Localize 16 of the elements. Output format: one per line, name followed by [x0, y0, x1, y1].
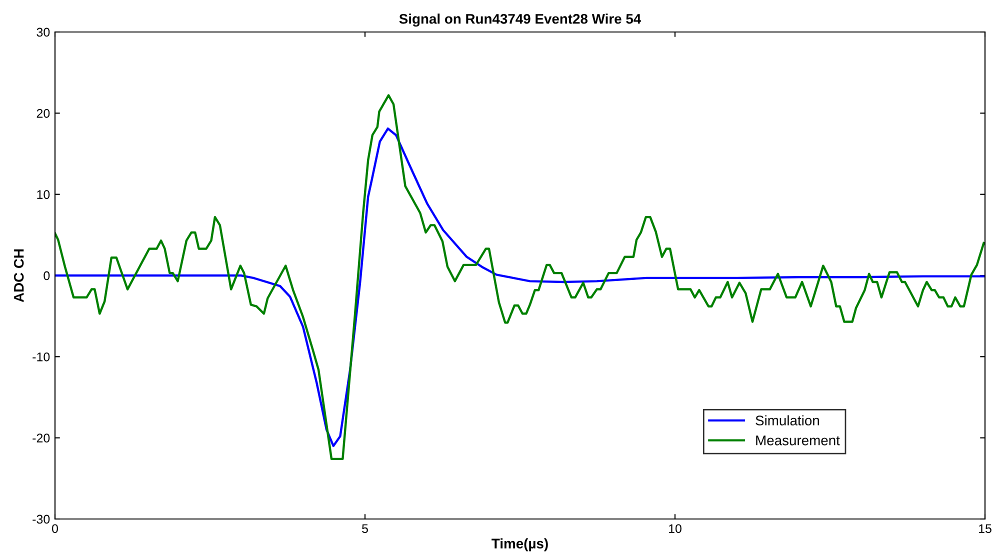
- legend-label: Measurement: [756, 436, 840, 446]
- x-tick-label: 0: [52, 524, 58, 534]
- y-tick-label: -10: [32, 352, 50, 362]
- x-tick-label: 5: [362, 524, 368, 534]
- x-tick-label: 10: [669, 524, 682, 534]
- legend-label: Simulation: [756, 415, 819, 426]
- y-tick-label: 10: [37, 190, 50, 199]
- x-tick-label: 15: [979, 524, 992, 534]
- y-tick-label: 30: [36, 28, 50, 37]
- y-tick-label: 0: [44, 271, 50, 280]
- y-axis-title: ADC CH: [14, 249, 24, 302]
- y-tick-label: -30: [32, 514, 50, 524]
- chart-title: Signal on Run43749 Event28 Wire 54: [399, 14, 642, 27]
- x-axis-title: Time(µs): [492, 538, 548, 552]
- y-tick-label: -20: [32, 434, 50, 442]
- y-tick-label: 20: [36, 108, 50, 118]
